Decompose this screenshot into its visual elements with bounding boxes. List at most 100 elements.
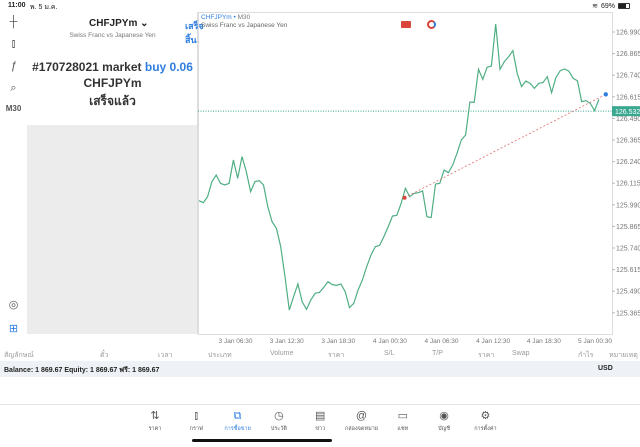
battery-icon <box>618 3 630 9</box>
trade-icon: ⧉ <box>233 410 242 422</box>
y-tick-label: 125.615 <box>616 267 640 274</box>
news-icon: ▤ <box>314 410 326 422</box>
nav-chart[interactable]: ⫾ กราฟ <box>176 409 216 433</box>
candles-icon[interactable]: ⫾ <box>11 38 16 50</box>
y-tick-label: 126.115 <box>616 181 640 188</box>
nav-chat[interactable]: ▭ แชท <box>383 409 423 433</box>
balance-text: Balance: 1 869.67 Equity: 1 869.67 ฟรี: … <box>4 367 160 374</box>
col-swap: Swap <box>512 350 530 357</box>
chart-search-icon[interactable]: ◎ <box>8 299 19 311</box>
chart-icon: ⫾ <box>194 410 199 422</box>
settings-icon: ⚙ <box>480 410 491 422</box>
balance-row: Balance: 1 869.67 Equity: 1 869.67 ฟรี: … <box>0 361 640 377</box>
y-tick-label: 126.365 <box>616 138 640 145</box>
y-tick-label: 125.740 <box>616 246 640 253</box>
chat-icon: ▭ <box>397 410 408 422</box>
current-position-marker <box>603 92 608 97</box>
y-tick-label: 126.865 <box>616 51 640 58</box>
left-toolbar: ┼ ⫾ ƒ ⌕ M30 ◎ ⊞ <box>0 12 27 340</box>
price-chart[interactable]: 126.990 126.865 126.740 126.615 126.490 126.3… <box>198 12 640 346</box>
col-sl: S/L <box>384 350 395 357</box>
col-ticket: ตั๋ว <box>100 352 109 359</box>
order-panel: CHFJPYm ⌄ เสร็จสิ้น Swiss Franc vs Japan… <box>27 12 204 334</box>
current-price-tag <box>612 106 640 117</box>
nav-label: การตั้งค่า <box>474 426 497 432</box>
trade-table-header: สัญลักษณ์ ตั๋ว เวลา ประเภท Volume ราคา S… <box>0 346 640 361</box>
x-tick-label: 3 Jan 12:30 <box>270 338 304 345</box>
bottom-nav: ⇅ ราคา ⫾ กราฟ ⧉ การซื้อขาย ◷ ประวัติ ▤ ข่าว @ กล่อง… <box>0 404 640 434</box>
clock: 11:00 <box>8 2 26 9</box>
status-bar: 11:00 พ. 5 ม.ค. ≋ 69% <box>0 0 640 12</box>
x-tick-label: 4 Jan 18:30 <box>527 338 561 345</box>
y-tick-label: 126.240 <box>616 159 640 166</box>
trade-connection-line <box>404 94 606 199</box>
timeframe-button[interactable]: M30 <box>5 104 22 113</box>
objects-icon[interactable]: ⌕ <box>10 82 17 94</box>
order-status: เสร็จแล้ว <box>89 94 136 108</box>
function-icon[interactable]: ƒ <box>10 60 17 72</box>
quotes-icon: ⇅ <box>150 410 160 422</box>
nav-label: การซื้อขาย <box>224 426 251 432</box>
x-tick-label: 3 Jan 18:30 <box>321 338 355 345</box>
nav-label: แชท <box>397 426 409 432</box>
market-status-icon[interactable] <box>427 20 436 29</box>
wifi-icon: ≋ <box>592 3 598 10</box>
nav-history[interactable]: ◷ ประวัติ <box>259 409 299 433</box>
new-order-icon[interactable]: ⊞ <box>8 323 19 335</box>
col-profit: กำไร <box>578 352 594 359</box>
mailbox-icon: @ <box>355 410 368 422</box>
x-tick-label: 5 Jan 00:30 <box>578 338 612 345</box>
y-tick-label: 126.615 <box>616 94 640 101</box>
nav-trade[interactable]: ⧉ การซื้อขาย <box>218 409 258 433</box>
price-series-line <box>198 23 600 311</box>
col-price: ราคา <box>328 352 345 359</box>
crosshair-icon[interactable]: ┼ <box>9 16 18 28</box>
nav-news[interactable]: ▤ ข่าว <box>300 409 340 433</box>
nav-label: บัญชี <box>438 426 451 432</box>
account-icon: ◉ <box>439 410 449 422</box>
nav-label: กราฟ <box>189 426 203 432</box>
done-button[interactable]: เสร็จสิ้น <box>185 21 204 45</box>
one-click-trading-icon[interactable] <box>401 21 411 28</box>
chart-title: CHFJPYm • M30 <box>201 14 251 21</box>
y-tick-label: 125.490 <box>616 289 640 296</box>
chart-description: Swiss Franc vs Japanese Yen <box>201 22 288 29</box>
y-tick-label: 125.990 <box>616 202 640 209</box>
x-tick-label: 4 Jan 00:30 <box>373 338 407 345</box>
current-price-label: 126.532 <box>615 109 640 116</box>
col-comment: หมายเหตุ <box>609 352 638 359</box>
history-icon: ◷ <box>274 410 284 422</box>
nav-settings[interactable]: ⚙ การตั้งค่า <box>465 409 505 433</box>
col-volume: Volume <box>270 350 294 357</box>
y-tick-label: 126.990 <box>616 30 640 37</box>
order-symbol: CHFJPYm <box>83 76 142 90</box>
col-price-current: ราคา <box>478 352 495 359</box>
home-indicator <box>192 439 332 442</box>
col-symbol: สัญลักษณ์ <box>4 352 34 359</box>
col-tp: T/P <box>432 350 443 357</box>
nav-quotes[interactable]: ⇅ ราคา <box>135 409 175 433</box>
x-tick-label: 4 Jan 12:30 <box>476 338 510 345</box>
y-tick-label: 126.490 <box>616 116 640 123</box>
y-tick-label: 125.865 <box>616 224 640 231</box>
battery-percent: 69% <box>600 2 615 10</box>
nav-label: ราคา <box>148 426 162 432</box>
plot-border <box>198 12 613 335</box>
col-time: เวลา <box>158 352 173 359</box>
chevron-down-icon: ⌄ <box>140 18 149 29</box>
nav-account[interactable]: ◉ บัญชี <box>424 409 464 433</box>
chart-svg[interactable]: 126.990 126.865 126.740 126.615 126.490 126.3… <box>198 12 640 346</box>
nav-label: กล่องจดหมาย <box>344 426 379 432</box>
x-tick-label: 4 Jan 06:30 <box>425 338 459 345</box>
order-message: #170728021 market buy 0.06 <box>32 60 193 74</box>
nav-label: ข่าว <box>315 426 326 432</box>
nav-label: ประวัติ <box>270 426 287 432</box>
col-type: ประเภท <box>208 352 232 359</box>
nav-mailbox[interactable]: @ กล่องจดหมาย <box>342 409 382 433</box>
date: พ. 5 ม.ค. <box>30 4 58 11</box>
symbol-description: Swiss Franc vs Japanese Yen <box>69 32 156 39</box>
x-tick-label: 3 Jan 06:30 <box>219 338 253 345</box>
currency: USD <box>598 365 613 372</box>
entry-point-marker <box>402 195 407 200</box>
symbol-selector[interactable]: CHFJPYm ⌄ <box>89 18 149 29</box>
